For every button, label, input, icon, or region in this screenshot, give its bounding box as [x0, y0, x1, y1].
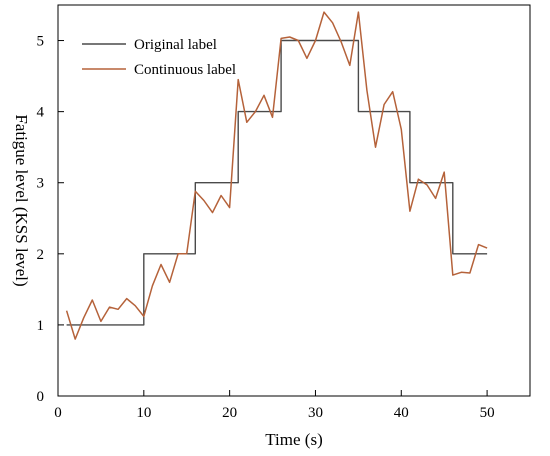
x-axis-title: Time (s) [265, 430, 322, 449]
series-lines [65, 11, 488, 340]
legend: Original label Continuous label [82, 37, 236, 78]
x-tick-label: 50 [480, 405, 495, 421]
plot-frame [57, 4, 531, 397]
x-tick-label: 10 [136, 405, 151, 421]
x-tick-label: 30 [308, 405, 323, 421]
y-tick-label: 4 [37, 105, 45, 121]
axes: 0 10 20 30 40 50 0 1 2 3 4 5 [37, 4, 531, 421]
y-tick-label: 2 [37, 247, 45, 263]
x-tick-label: 20 [222, 405, 237, 421]
x-tick-label: 0 [54, 405, 62, 421]
y-tick-label: 0 [37, 389, 45, 405]
series-line-continuous-label [65, 11, 488, 340]
y-tick-label: 5 [37, 34, 45, 50]
x-tick-label: 40 [394, 405, 409, 421]
y-axis-title: Fatigue level (KSS level) [12, 114, 31, 286]
legend-label-continuous-label: Continuous label [134, 62, 236, 78]
series-line-original-label [66, 39, 488, 326]
y-tick-label: 3 [37, 176, 45, 192]
y-tick-label: 1 [37, 318, 45, 334]
legend-label-original-label: Original label [134, 37, 217, 53]
